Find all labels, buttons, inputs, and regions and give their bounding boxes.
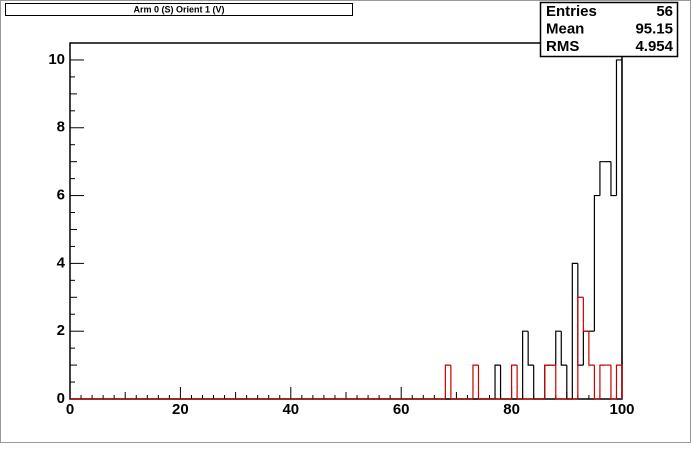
stats-label: Mean [546, 20, 584, 37]
x-tick-label: 100 [609, 401, 634, 418]
stats-value: 4.954 [635, 38, 673, 55]
histogram-bin [610, 365, 617, 400]
histogram-bin [615, 364, 623, 399]
histogram-bin [588, 331, 595, 366]
histogram-bin [571, 262, 578, 399]
histogram-bin [516, 365, 523, 400]
histogram-bin [610, 161, 617, 197]
x-tick-label: 0 [66, 401, 74, 418]
histogram-bin [522, 330, 529, 399]
y-tick-label: 0 [57, 390, 65, 407]
histogram-bin [615, 59, 623, 399]
histogram-bin [472, 364, 479, 399]
histogram-bin [527, 331, 534, 366]
stats-box [539, 1, 679, 58]
y-tick-label: 8 [57, 119, 65, 136]
y-tick-label: 10 [48, 51, 65, 68]
y-tick-label: 4 [57, 254, 66, 271]
histogram-bin [544, 364, 551, 399]
histogram-bin [444, 364, 451, 399]
stats-label: Entries [546, 3, 597, 20]
x-tick-label: 20 [172, 401, 189, 418]
histogram-bin [555, 365, 562, 400]
histogram-bin [593, 365, 600, 400]
chart-title: Arm 0 (S) Orient 1 (V) [133, 4, 224, 14]
histogram-bin [599, 161, 606, 196]
histogram-bin [582, 297, 589, 332]
x-tick-label: 60 [393, 401, 410, 418]
stats-value: 56 [656, 3, 673, 20]
histogram-bin [477, 365, 484, 400]
stats-value: 95.15 [635, 20, 673, 37]
histogram-bin [511, 364, 518, 399]
histogram-bin [450, 365, 457, 400]
stats-label: RMS [546, 38, 579, 55]
y-tick-label: 6 [57, 187, 65, 204]
title-box [5, 3, 353, 16]
histogram-bin [599, 364, 606, 399]
histogram-bin [494, 364, 501, 399]
y-tick-label: 2 [57, 322, 65, 339]
x-tick-label: 80 [503, 401, 520, 418]
histogram-bin [555, 330, 562, 366]
histogram-bin [577, 296, 584, 399]
x-tick-label: 40 [282, 401, 299, 418]
histogram-bin [593, 194, 600, 332]
histogram-bin [560, 331, 567, 366]
